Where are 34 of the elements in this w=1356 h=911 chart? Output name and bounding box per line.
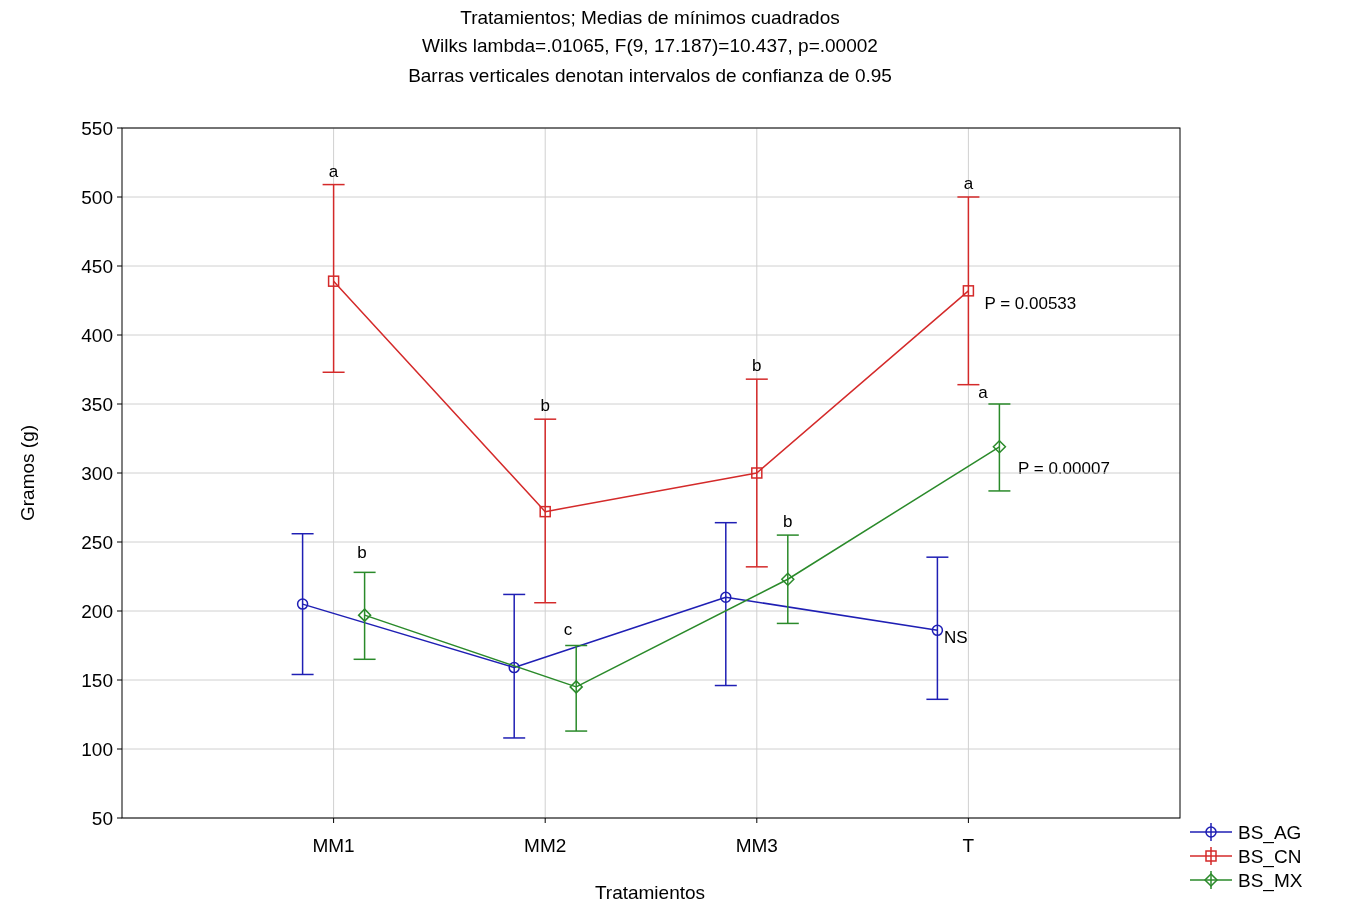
y-tick-label: 550	[81, 117, 113, 139]
x-tick-label: MM2	[524, 835, 567, 856]
y-tick-label: 250	[81, 531, 113, 553]
legend-label: BS_MX	[1238, 869, 1303, 892]
y-tick-label: 150	[81, 669, 113, 691]
annotation: P = 0.00007	[1018, 459, 1110, 478]
y-tick-label: 300	[81, 462, 113, 484]
x-tick-label: T	[962, 835, 975, 856]
annotation: b	[783, 512, 793, 532]
y-axis-title: Gramos (g)	[17, 424, 38, 522]
annotation: b	[357, 543, 367, 562]
y-tick-label: 450	[81, 255, 113, 277]
x-tick-label: MM3	[735, 835, 778, 856]
y-tick-label: 200	[81, 600, 113, 622]
annotation: P = 0.00533	[984, 293, 1077, 313]
text: Barras verticales denotan intervalos de confianza de 0.95	[408, 65, 892, 86]
legend-label: BS_AG	[1238, 821, 1302, 844]
y-tick-label: 500	[81, 186, 113, 208]
annotation: a	[978, 383, 989, 402]
chart-subtitle: Wilks lambda=.01065, F(9, 17.187)=10.437, p=.00002	[422, 35, 878, 56]
x-tick-label: MM1	[312, 835, 355, 856]
annotation: a	[963, 174, 974, 193]
annotation: NS	[944, 628, 968, 647]
y-tick-label: 400	[81, 324, 113, 346]
legend-label: BS_CN	[1238, 845, 1302, 868]
annotation: a	[328, 161, 339, 181]
x-axis-title: Tratamientos	[594, 882, 706, 903]
y-tick-label: 50	[91, 807, 113, 829]
chart-title: Tratamientos; Medias de mínimos cuadrados	[460, 7, 840, 28]
annotation: b	[540, 396, 550, 416]
y-tick-label: 100	[81, 738, 113, 760]
annotation: c	[563, 620, 573, 639]
y-tick-label: 350	[81, 393, 113, 415]
annotation: b	[752, 356, 762, 376]
